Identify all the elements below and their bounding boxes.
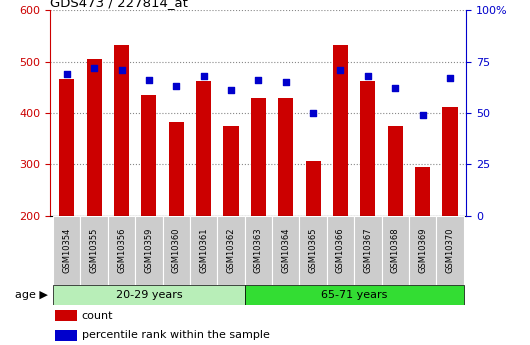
Bar xyxy=(436,216,464,285)
Bar xyxy=(251,98,266,216)
Text: GSM10369: GSM10369 xyxy=(418,227,427,273)
Bar xyxy=(142,95,156,216)
Point xyxy=(364,73,372,79)
Point xyxy=(281,79,290,85)
Bar xyxy=(196,81,211,216)
Point xyxy=(446,75,454,81)
Bar xyxy=(114,45,129,216)
Point xyxy=(227,88,235,93)
Bar xyxy=(245,285,464,305)
Bar xyxy=(354,216,382,285)
Text: GSM10368: GSM10368 xyxy=(391,227,400,273)
Bar xyxy=(55,310,77,321)
Bar xyxy=(415,167,430,216)
Text: GDS473 / 227814_at: GDS473 / 227814_at xyxy=(50,0,188,9)
Bar xyxy=(86,59,102,216)
Text: GSM10365: GSM10365 xyxy=(308,227,317,273)
Bar xyxy=(53,285,245,305)
Bar xyxy=(443,107,457,216)
Bar xyxy=(53,216,81,285)
Point xyxy=(199,73,208,79)
Point xyxy=(117,67,126,73)
Text: GSM10362: GSM10362 xyxy=(226,227,235,273)
Point xyxy=(145,77,153,83)
Bar xyxy=(55,330,77,341)
Bar xyxy=(81,216,108,285)
Text: GSM10367: GSM10367 xyxy=(364,227,373,273)
Text: GSM10370: GSM10370 xyxy=(446,227,455,273)
Text: GSM10355: GSM10355 xyxy=(90,227,99,273)
Bar xyxy=(388,126,403,216)
Bar xyxy=(360,81,375,216)
Bar xyxy=(382,216,409,285)
Text: age ▶: age ▶ xyxy=(15,290,48,300)
Text: 65-71 years: 65-71 years xyxy=(321,290,387,300)
Text: percentile rank within the sample: percentile rank within the sample xyxy=(82,331,269,341)
Bar xyxy=(217,216,245,285)
Point xyxy=(254,77,262,83)
Text: GSM10363: GSM10363 xyxy=(254,227,263,273)
Bar xyxy=(108,216,135,285)
Bar xyxy=(327,216,354,285)
Bar xyxy=(306,161,321,216)
Point xyxy=(172,83,181,89)
Bar xyxy=(190,216,217,285)
Point xyxy=(63,71,71,77)
Point xyxy=(309,110,317,116)
Bar xyxy=(299,216,327,285)
Text: GSM10354: GSM10354 xyxy=(62,227,71,273)
Bar xyxy=(163,216,190,285)
Text: 20-29 years: 20-29 years xyxy=(116,290,182,300)
Point xyxy=(336,67,344,73)
Text: GSM10361: GSM10361 xyxy=(199,227,208,273)
Bar xyxy=(224,126,238,216)
Bar xyxy=(278,98,293,216)
Bar xyxy=(59,79,74,216)
Text: GSM10360: GSM10360 xyxy=(172,227,181,273)
Point xyxy=(391,86,400,91)
Bar xyxy=(245,216,272,285)
Bar xyxy=(333,45,348,216)
Text: GSM10366: GSM10366 xyxy=(336,227,345,273)
Text: count: count xyxy=(82,310,113,321)
Text: GSM10359: GSM10359 xyxy=(144,227,153,273)
Text: GSM10364: GSM10364 xyxy=(281,227,290,273)
Text: GSM10356: GSM10356 xyxy=(117,227,126,273)
Bar xyxy=(135,216,163,285)
Bar xyxy=(169,122,184,216)
Bar xyxy=(272,216,299,285)
Bar xyxy=(409,216,436,285)
Point xyxy=(90,65,99,71)
Point xyxy=(418,112,427,118)
